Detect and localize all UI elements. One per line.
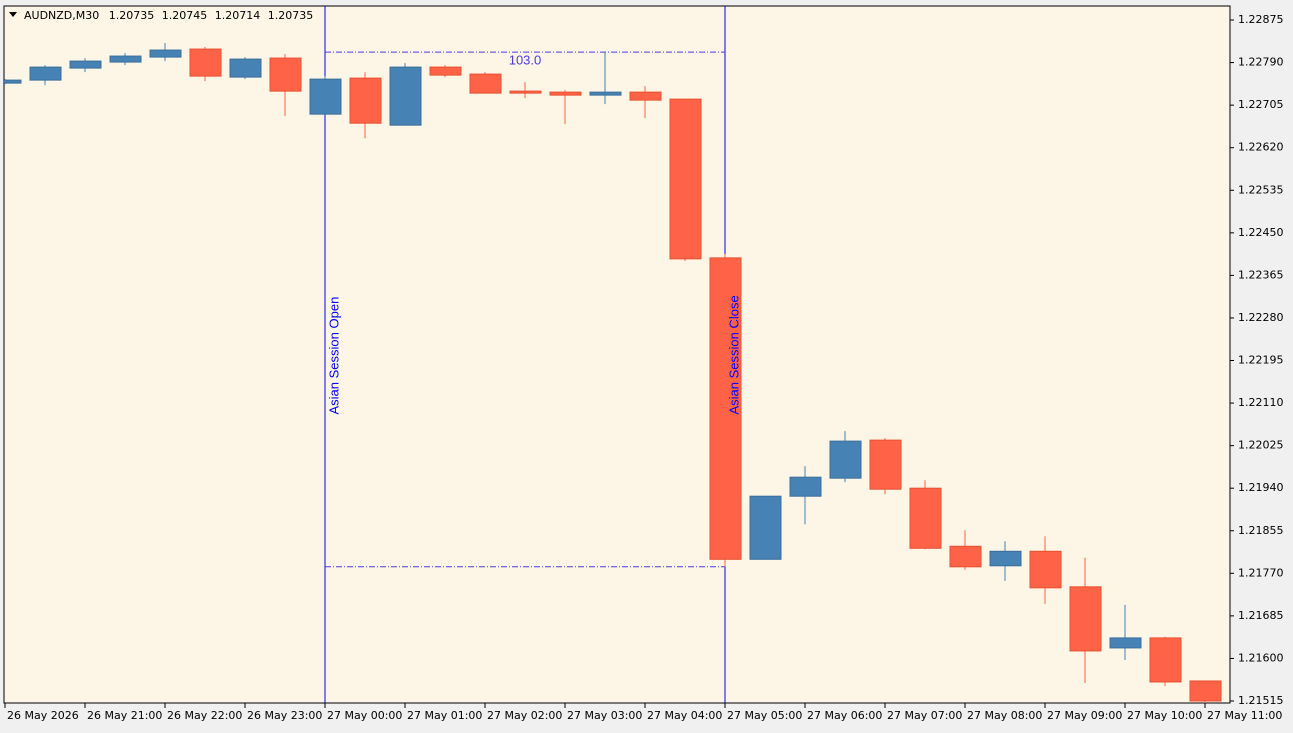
candle-body [949, 545, 982, 568]
plot-area [3, 5, 1231, 704]
candle-body [509, 90, 542, 94]
header-open: 1.20735 [109, 9, 155, 22]
session-label: Asian Session Open [326, 297, 341, 415]
y-tick-label: 1.22535 [1238, 183, 1284, 196]
x-tick-label: 27 May 10:00 [1127, 709, 1202, 722]
candle-body [229, 58, 262, 78]
y-tick-label: 1.22025 [1238, 439, 1284, 452]
y-tick-label: 1.21685 [1238, 609, 1284, 622]
range-label: 103.0 [509, 53, 542, 68]
candle-body [189, 48, 222, 77]
candle-body [589, 91, 622, 96]
candle-body [1029, 550, 1062, 589]
x-tick-label: 26 May 23:00 [247, 709, 322, 722]
x-tick-label: 27 May 00:00 [327, 709, 402, 722]
y-tick-label: 1.22280 [1238, 311, 1284, 324]
plot [4, 6, 1222, 703]
candle-body [1149, 637, 1182, 683]
y-tick-label: 1.22790 [1238, 56, 1284, 69]
x-tick-label: 27 May 02:00 [487, 709, 562, 722]
candle-body [269, 57, 302, 92]
candle-body [1109, 637, 1142, 649]
candle-body [629, 91, 662, 101]
y-tick-label: 1.21600 [1238, 651, 1284, 664]
candle-body [29, 66, 62, 81]
menu-arrow[interactable] [9, 12, 17, 17]
candle-body [4, 79, 22, 84]
header: AUDNZD,M30 1.20735 1.20745 1.20714 1.207… [24, 9, 313, 22]
x-tick-label: 27 May 05:00 [727, 709, 802, 722]
candle-body [789, 476, 822, 497]
candle-body [69, 60, 102, 69]
header-high: 1.20745 [162, 9, 208, 22]
y-tick-label: 1.21770 [1238, 566, 1284, 579]
candle-body [149, 49, 182, 58]
y-tick-label: 1.22620 [1238, 141, 1284, 154]
candle-body [309, 78, 342, 115]
y-tick-label: 1.21515 [1238, 694, 1284, 707]
x-tick-label: 27 May 07:00 [887, 709, 962, 722]
x-tick-label: 27 May 09:00 [1047, 709, 1122, 722]
session-label: Asian Session Close [726, 295, 741, 414]
candle-body [709, 257, 742, 560]
candle-body [549, 91, 582, 96]
x-tick-label: 27 May 03:00 [567, 709, 642, 722]
x-tick-label: 27 May 04:00 [647, 709, 722, 722]
candle-body [349, 77, 382, 124]
y-tick-label: 1.22875 [1238, 13, 1284, 26]
candle-body [669, 98, 702, 260]
x-tick-label: 27 May 06:00 [807, 709, 882, 722]
candle-body [869, 439, 902, 490]
y-tick-label: 1.22365 [1238, 268, 1284, 281]
y-tick-label: 1.22450 [1238, 226, 1284, 239]
symbol: AUDNZD,M30 [24, 9, 99, 22]
candle-body [109, 55, 142, 63]
y-tick-label: 1.21855 [1238, 524, 1284, 537]
candle-body [829, 440, 862, 479]
x-tick-label: 26 May 2026 [7, 709, 79, 722]
header-low: 1.20714 [215, 9, 261, 22]
candle-body [1069, 586, 1102, 652]
y-tick-label: 1.22110 [1238, 396, 1284, 409]
x-tick-label: 26 May 21:00 [87, 709, 162, 722]
x-tick-label: 27 May 01:00 [407, 709, 482, 722]
candle-body [429, 66, 462, 76]
candle-body [1189, 680, 1222, 702]
y-tick-label: 1.22195 [1238, 354, 1284, 367]
y-tick-label: 1.21940 [1238, 481, 1284, 494]
x-tick-label: 26 May 22:00 [167, 709, 242, 722]
y-tick-label: 1.22705 [1238, 98, 1284, 111]
x-tick-label: 27 May 11:00 [1207, 709, 1282, 722]
header-close: 1.20735 [268, 9, 314, 22]
candle-body [389, 66, 422, 126]
candle-body [469, 73, 502, 94]
candle-body [909, 487, 942, 549]
x-tick-label: 27 May 08:00 [967, 709, 1042, 722]
candle-body [749, 495, 782, 560]
candle-body [989, 550, 1022, 567]
